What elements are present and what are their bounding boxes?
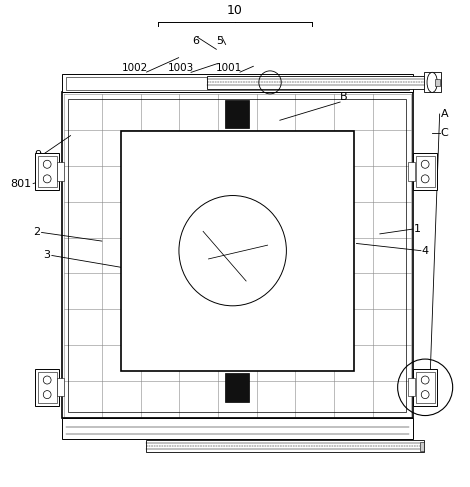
Bar	[416, 156, 434, 187]
Text: 1002: 1002	[121, 63, 148, 73]
Bar	[413, 153, 437, 190]
Text: 2: 2	[33, 227, 40, 238]
Text: 10: 10	[227, 4, 243, 17]
Text: 1: 1	[414, 224, 421, 234]
Bar	[62, 74, 413, 93]
Bar	[435, 78, 439, 86]
Bar	[62, 418, 413, 439]
Bar	[225, 373, 250, 402]
Text: 1001: 1001	[216, 63, 243, 73]
Text: C: C	[440, 128, 448, 138]
Bar	[35, 369, 59, 406]
Bar	[424, 72, 440, 93]
Text: 5: 5	[217, 37, 224, 46]
Text: 801: 801	[11, 179, 32, 188]
Bar	[420, 442, 424, 450]
Text: B: B	[340, 92, 348, 102]
Bar	[35, 153, 59, 190]
Text: 6: 6	[192, 37, 199, 46]
Bar	[38, 156, 56, 187]
Text: A: A	[440, 109, 448, 119]
Bar	[66, 76, 409, 90]
Bar	[408, 163, 415, 181]
Bar	[57, 378, 64, 396]
Ellipse shape	[427, 72, 437, 93]
Bar	[120, 131, 354, 371]
Bar	[413, 369, 437, 406]
Text: 1003: 1003	[168, 63, 195, 73]
Bar	[408, 378, 415, 396]
Bar	[416, 372, 434, 403]
Bar	[225, 100, 250, 129]
Text: 9: 9	[34, 150, 41, 160]
Text: 4: 4	[422, 245, 429, 256]
Bar	[146, 440, 424, 452]
Bar	[207, 76, 427, 89]
Bar	[57, 163, 64, 181]
Bar	[62, 93, 413, 418]
Bar	[68, 99, 407, 412]
Bar	[38, 372, 56, 403]
Text: 3: 3	[43, 250, 50, 261]
